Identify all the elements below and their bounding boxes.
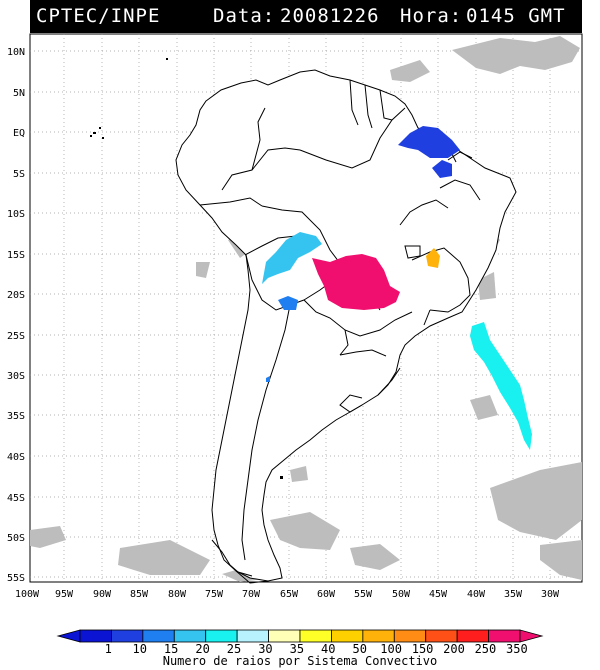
latitude-labels: 10N 5N EQ 5S 10S 15S 20S 25S 30S 35S 40S 45S 50S 55S xyxy=(7,47,25,584)
lat-label: 10N xyxy=(7,47,25,58)
lon-label: 35W xyxy=(504,589,523,600)
storm-minas-small xyxy=(426,248,440,268)
storm-north-coast xyxy=(398,126,460,158)
colorbar-segment xyxy=(173,629,207,643)
colorbar-tick-label: 200 xyxy=(443,642,465,654)
colorbar-segment xyxy=(205,629,238,643)
colorbar-tick-label: 35 xyxy=(290,642,304,654)
colorbar-segment xyxy=(393,629,427,643)
colorbar-segment xyxy=(236,629,269,643)
colorbar-segment xyxy=(111,629,144,643)
convective-systems xyxy=(262,126,532,450)
colorbar-segment xyxy=(488,629,521,643)
colorbar-tick-label: 150 xyxy=(412,642,434,654)
lon-label: 45W xyxy=(429,589,448,600)
storm-bolivia-north xyxy=(262,232,322,284)
colorbar-tick-label: 10 xyxy=(132,642,146,654)
colorbar-tick-label: 40 xyxy=(321,642,335,654)
lat-label: 55S xyxy=(7,573,25,584)
lon-label: 70W xyxy=(242,589,261,600)
graticule xyxy=(30,34,582,582)
storm-small-chile xyxy=(266,376,270,382)
lat-label: 10S xyxy=(7,209,25,220)
colorbar-tick-label: 250 xyxy=(475,642,497,654)
colorbar-segment xyxy=(268,629,301,643)
colorbar-max-arrow xyxy=(519,629,544,643)
colorbar-segment xyxy=(299,629,332,643)
lat-label: 35S xyxy=(7,411,25,422)
storm-northeast-small xyxy=(432,160,452,178)
colorbar-tick-label: 20 xyxy=(195,642,209,654)
small-islands xyxy=(90,58,283,479)
lat-label: 20S xyxy=(7,290,25,301)
colorbar-tick-label: 100 xyxy=(380,642,402,654)
lon-label: 40W xyxy=(467,589,486,600)
lat-label: EQ xyxy=(13,128,25,139)
colorbar-segment xyxy=(362,629,395,643)
colorbar-segment xyxy=(425,629,458,643)
lon-label: 30W xyxy=(541,589,560,600)
lon-label: 90W xyxy=(93,589,112,600)
lon-label: 75W xyxy=(205,589,224,600)
colorbar-segment xyxy=(456,629,489,643)
lon-label: 65W xyxy=(280,589,299,600)
time-value: 0145 GMT xyxy=(466,5,566,27)
colorbar-tick-label: 15 xyxy=(164,642,178,654)
lon-label: 80W xyxy=(168,589,187,600)
colorbar-tick-label: 350 xyxy=(506,642,528,654)
map-header: CPTEC/INPE Data: 20081226 Hora: 0145 GMT xyxy=(30,0,582,33)
lon-label: 50W xyxy=(392,589,411,600)
date-value: 20081226 xyxy=(280,5,380,27)
lon-label: 100W xyxy=(15,589,40,600)
colorbar-tick-label: 25 xyxy=(227,642,241,654)
storm-bolivia-south xyxy=(278,296,298,310)
lon-label: 60W xyxy=(317,589,336,600)
colorbar-segment xyxy=(79,629,112,643)
map-figure: 10N5NEQ5S10S15S20S25S30S35S40S45S50S55S … xyxy=(7,33,583,600)
lat-label: 25S xyxy=(7,331,25,342)
lat-label: 40S xyxy=(7,452,25,463)
colorbar-tick-label: 50 xyxy=(352,642,366,654)
source-label: CPTEC/INPE xyxy=(36,5,161,27)
colorbar-scale: 1 10 15 20 25 30 35 40 50 100 150 200 250 350 xyxy=(56,629,544,656)
lat-label: 5S xyxy=(13,169,25,180)
longitude-labels: 100W 95W 90W 85W 80W 75W 70W 65W 60W 55W 50W 45W 40W… xyxy=(15,589,560,600)
colorbar-caption: Numero de raios por Sistema Convectivo xyxy=(162,654,438,668)
storm-atlantic xyxy=(470,322,532,450)
lon-label: 95W xyxy=(55,589,74,600)
colorbar-segment xyxy=(142,629,175,643)
colorbar-tick-label: 1 xyxy=(105,642,112,654)
lat-label: 5N xyxy=(13,88,25,99)
lat-label: 15S xyxy=(7,250,25,261)
lon-label: 85W xyxy=(130,589,149,600)
country-borders xyxy=(175,69,517,584)
lon-label: 55W xyxy=(354,589,373,600)
date-label: Data: xyxy=(213,5,276,27)
colorbar-segment xyxy=(331,629,364,643)
lat-label: 50S xyxy=(7,533,25,544)
time-label: Hora: xyxy=(400,5,463,27)
storm-central-brazil xyxy=(312,254,400,310)
lat-label: 30S xyxy=(7,371,25,382)
colorbar-tick-label: 30 xyxy=(258,642,272,654)
colorbar-min-arrow xyxy=(56,629,81,643)
lat-label: 45S xyxy=(7,493,25,504)
colorbar: 1 10 15 20 25 30 35 40 50 100 150 200 250 350 Numero … xyxy=(0,622,600,670)
